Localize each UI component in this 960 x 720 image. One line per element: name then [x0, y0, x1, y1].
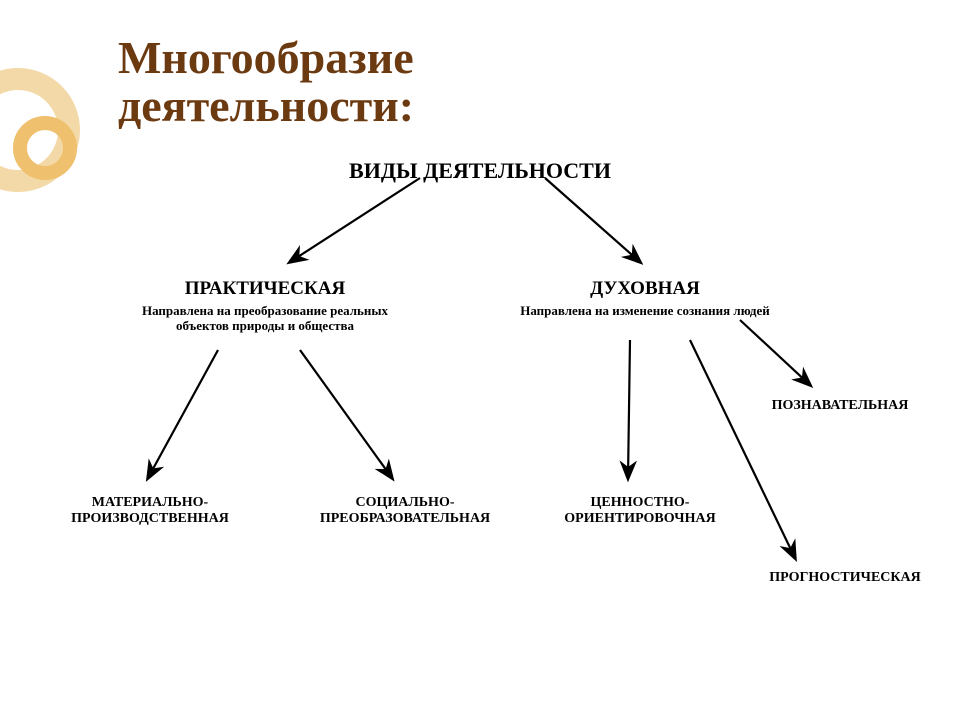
edge-spiritual-cognitive — [740, 320, 810, 385]
node-spiritual-desc: Направлена на изменение сознания людей — [515, 304, 775, 319]
edge-practical-soc_trans — [300, 350, 392, 478]
node-root-title: ВИДЫ ДЕЯТЕЛЬНОСТИ — [300, 158, 660, 183]
node-spiritual-title: ДУХОВНАЯ — [515, 278, 775, 300]
node-practical-title: ПРАКТИЧЕСКАЯ — [115, 278, 415, 300]
heading-line1: Многообразие — [118, 32, 414, 83]
node-value_orient-title: ЦЕННОСТНО-ОРИЕНТИРОВОЧНАЯ — [535, 495, 745, 527]
node-mat_prod: МАТЕРИАЛЬНО-ПРОИЗВОДСТВЕННАЯ — [40, 495, 260, 527]
slide-stage: Многообразие деятельности: ВИДЫ ДЕЯТЕЛЬН… — [0, 0, 960, 720]
edge-root-spiritual — [545, 178, 640, 262]
decor-ring-inner — [13, 116, 77, 180]
node-practical-desc: Направлена на преобразование реальных об… — [115, 304, 415, 334]
node-mat_prod-title: МАТЕРИАЛЬНО-ПРОИЗВОДСТВЕННАЯ — [40, 495, 260, 527]
edge-root-practical — [290, 178, 420, 262]
node-soc_trans: СОЦИАЛЬНО-ПРЕОБРАЗОВАТЕЛЬНАЯ — [290, 495, 520, 527]
edge-spiritual-value_orient — [628, 340, 630, 478]
heading-line2: деятельности: — [118, 80, 414, 131]
node-cognitive-title: ПОЗНАВАТЕЛЬНАЯ — [740, 398, 940, 414]
edge-practical-mat_prod — [148, 350, 218, 478]
slide-heading: Многообразие деятельности: — [118, 34, 414, 131]
node-prognostic: ПРОГНОСТИЧЕСКАЯ — [740, 570, 950, 586]
node-value_orient: ЦЕННОСТНО-ОРИЕНТИРОВОЧНАЯ — [535, 495, 745, 527]
node-prognostic-title: ПРОГНОСТИЧЕСКАЯ — [740, 570, 950, 586]
node-cognitive: ПОЗНАВАТЕЛЬНАЯ — [740, 398, 940, 414]
node-root: ВИДЫ ДЕЯТЕЛЬНОСТИ — [300, 158, 660, 183]
node-soc_trans-title: СОЦИАЛЬНО-ПРЕОБРАЗОВАТЕЛЬНАЯ — [290, 495, 520, 527]
node-spiritual: ДУХОВНАЯ Направлена на изменение сознания… — [515, 278, 775, 319]
node-practical: ПРАКТИЧЕСКАЯ Направлена на преобразование… — [115, 278, 415, 334]
